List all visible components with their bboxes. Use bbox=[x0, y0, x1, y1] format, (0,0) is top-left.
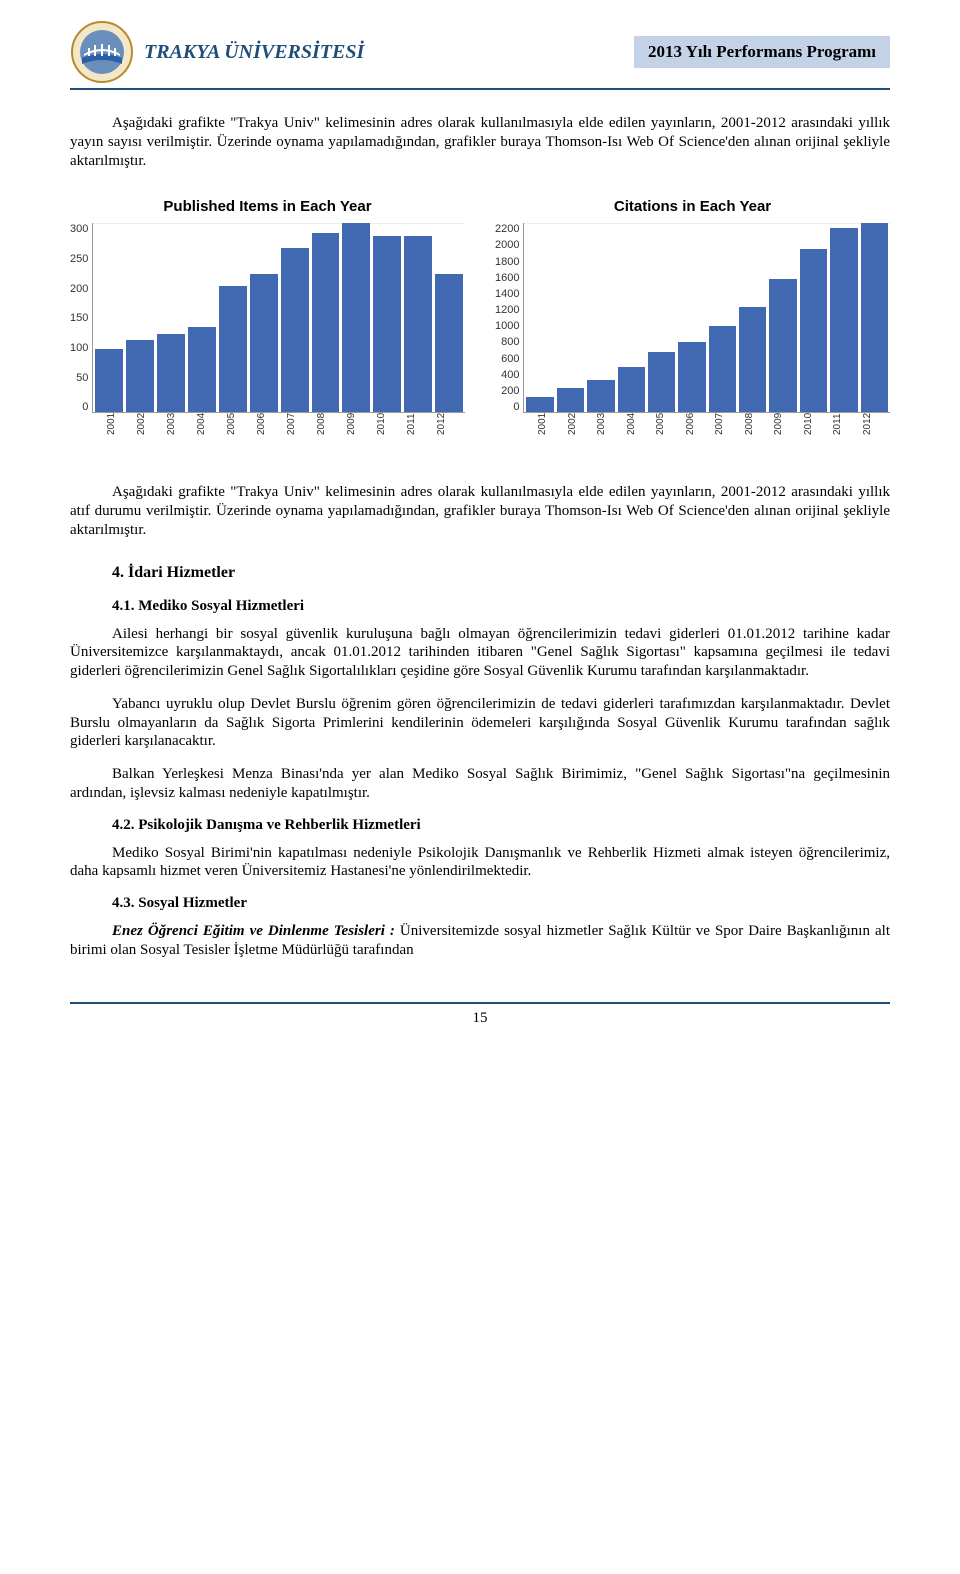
ytick-label: 100 bbox=[70, 342, 88, 354]
chart-bar bbox=[404, 236, 432, 412]
chart-bar bbox=[557, 388, 584, 412]
page-number: 15 bbox=[70, 1010, 890, 1027]
xtick-label: 2007 bbox=[714, 413, 741, 447]
xtick-label: 2008 bbox=[316, 413, 343, 447]
citations-chart-yaxis: 2200200018001600140012001000800600400200… bbox=[495, 223, 523, 413]
xtick-label: 2008 bbox=[744, 413, 771, 447]
xtick-label: 2007 bbox=[286, 413, 313, 447]
xtick-label: 2012 bbox=[862, 413, 889, 447]
ytick-label: 150 bbox=[70, 312, 88, 324]
xtick-label: 2003 bbox=[166, 413, 193, 447]
chart-bar bbox=[648, 352, 675, 412]
xtick-label: 2003 bbox=[596, 413, 623, 447]
ytick-label: 0 bbox=[513, 401, 519, 413]
ytick-label: 2000 bbox=[495, 239, 519, 251]
ytick-label: 2200 bbox=[495, 223, 519, 235]
header-right-title: 2013 Yılı Performans Programı bbox=[634, 36, 890, 68]
citations-chart-title: Citations in Each Year bbox=[495, 198, 890, 215]
ytick-label: 400 bbox=[501, 369, 519, 381]
xtick-label: 2011 bbox=[832, 413, 859, 447]
chart-bar bbox=[861, 223, 888, 412]
xtick-label: 2009 bbox=[346, 413, 373, 447]
section-4-heading: 4. İdari Hizmetler bbox=[112, 564, 890, 582]
chart-bar bbox=[830, 228, 857, 413]
xtick-label: 2012 bbox=[436, 413, 463, 447]
ytick-label: 1800 bbox=[495, 256, 519, 268]
chart-bar bbox=[312, 233, 340, 413]
subsection-43-heading: 4.3. Sosyal Hizmetler bbox=[112, 895, 890, 912]
subsection-41-p3: Balkan Yerleşkesi Menza Binası'nda yer a… bbox=[70, 765, 890, 803]
ytick-label: 200 bbox=[501, 385, 519, 397]
ytick-label: 300 bbox=[70, 223, 88, 235]
charts-row: Published Items in Each Year 30025020015… bbox=[70, 198, 890, 447]
xtick-label: 2001 bbox=[537, 413, 564, 447]
chart-bar bbox=[769, 279, 796, 412]
ytick-label: 1400 bbox=[495, 288, 519, 300]
chart-bar bbox=[342, 223, 370, 412]
published-chart: Published Items in Each Year 30025020015… bbox=[70, 198, 465, 447]
subsection-41-heading: 4.1. Mediko Sosyal Hizmetleri bbox=[112, 598, 890, 615]
ytick-label: 200 bbox=[70, 283, 88, 295]
ytick-label: 600 bbox=[501, 353, 519, 365]
xtick-label: 2005 bbox=[655, 413, 682, 447]
xtick-label: 2010 bbox=[803, 413, 830, 447]
citations-chart-xaxis: 2001200220032004200520062007200820092010… bbox=[535, 413, 890, 447]
xtick-label: 2002 bbox=[136, 413, 163, 447]
ytick-label: 800 bbox=[501, 336, 519, 348]
chart-bar bbox=[219, 286, 247, 412]
chart-bar bbox=[95, 349, 123, 412]
published-chart-xaxis: 2001200220032004200520062007200820092010… bbox=[104, 413, 465, 447]
chart-bar bbox=[587, 380, 614, 413]
citations-chart: Citations in Each Year 22002000180016001… bbox=[495, 198, 890, 447]
xtick-label: 2002 bbox=[567, 413, 594, 447]
subsection-42-p: Mediko Sosyal Birimi'nin kapatılması ned… bbox=[70, 844, 890, 882]
published-chart-title: Published Items in Each Year bbox=[70, 198, 465, 215]
footer-rule bbox=[70, 1002, 890, 1004]
xtick-label: 2006 bbox=[685, 413, 712, 447]
intro-paragraph-1: Aşağıdaki grafikte "Trakya Univ" kelimes… bbox=[70, 114, 890, 170]
ytick-label: 0 bbox=[82, 401, 88, 413]
university-logo bbox=[70, 20, 134, 84]
subsection-43-lead: Enez Öğrenci Eğitim ve Dinlenme Tesisler… bbox=[112, 923, 395, 939]
chart-bar bbox=[618, 367, 645, 413]
subsection-41-p1: Ailesi herhangi bir sosyal güvenlik kuru… bbox=[70, 625, 890, 681]
xtick-label: 2001 bbox=[106, 413, 133, 447]
ytick-label: 1000 bbox=[495, 320, 519, 332]
ytick-label: 1200 bbox=[495, 304, 519, 316]
chart-bar bbox=[188, 327, 216, 412]
chart-bar bbox=[678, 342, 705, 412]
chart-bar bbox=[526, 397, 553, 412]
page-header: TRAKYA ÜNİVERSİTESİ 2013 Yılı Performans… bbox=[70, 20, 890, 84]
xtick-label: 2004 bbox=[196, 413, 223, 447]
xtick-label: 2011 bbox=[406, 413, 433, 447]
published-chart-yaxis: 300 250 200 150 100 50 0 bbox=[70, 223, 92, 413]
subsection-42-heading: 4.2. Psikolojik Danışma ve Rehberlik Hiz… bbox=[112, 817, 890, 834]
header-left-title: TRAKYA ÜNİVERSİTESİ bbox=[144, 41, 634, 64]
citations-chart-bars bbox=[523, 223, 890, 413]
chart-bar bbox=[739, 307, 766, 412]
chart-bar bbox=[709, 326, 736, 412]
published-chart-bars bbox=[92, 223, 465, 413]
xtick-label: 2010 bbox=[376, 413, 403, 447]
subsection-41-p2: Yabancı uyruklu olup Devlet Burslu öğren… bbox=[70, 695, 890, 751]
ytick-label: 250 bbox=[70, 253, 88, 265]
xtick-label: 2005 bbox=[226, 413, 253, 447]
ytick-label: 1600 bbox=[495, 272, 519, 284]
chart-bar bbox=[373, 236, 401, 412]
chart-bar bbox=[800, 249, 827, 412]
intro-paragraph-2: Aşağıdaki grafikte "Trakya Univ" kelimes… bbox=[70, 483, 890, 539]
chart-bar bbox=[435, 274, 463, 413]
chart-bar bbox=[157, 334, 185, 413]
ytick-label: 50 bbox=[76, 372, 88, 384]
xtick-label: 2009 bbox=[773, 413, 800, 447]
xtick-label: 2006 bbox=[256, 413, 283, 447]
xtick-label: 2004 bbox=[626, 413, 653, 447]
chart-bar bbox=[250, 274, 278, 413]
header-rule bbox=[70, 88, 890, 90]
chart-bar bbox=[126, 340, 154, 412]
chart-bar bbox=[281, 248, 309, 412]
subsection-43-p: Enez Öğrenci Eğitim ve Dinlenme Tesisler… bbox=[70, 922, 890, 960]
